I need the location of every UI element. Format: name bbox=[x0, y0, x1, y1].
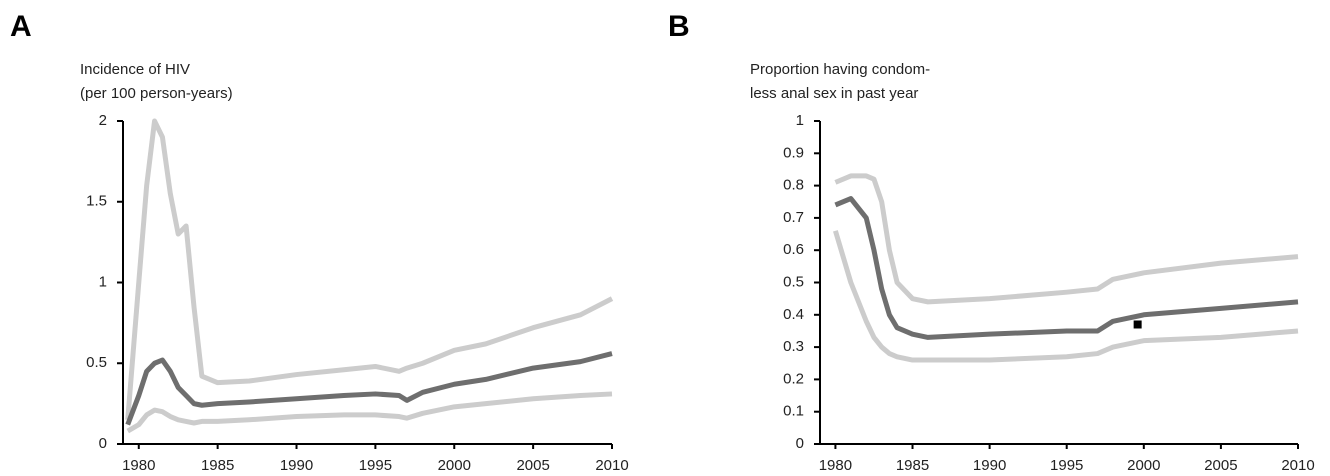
y-tick-label: 0 bbox=[796, 435, 804, 452]
y-tick-label: 0.9 bbox=[783, 144, 804, 161]
line bbox=[833, 230, 1299, 363]
y-tick-label: 0.7 bbox=[783, 209, 804, 226]
x-tick-label: 1985 bbox=[201, 457, 234, 474]
y-tick-label: 1 bbox=[796, 112, 804, 129]
x-tick-label: 2000 bbox=[438, 457, 471, 474]
line bbox=[125, 118, 614, 420]
x-tick-label: 1980 bbox=[819, 457, 852, 474]
y-tick-label: 1.5 bbox=[86, 193, 107, 210]
x-tick-label: 1995 bbox=[1050, 457, 1083, 474]
line bbox=[834, 173, 1299, 305]
y-tick-label: 0.5 bbox=[86, 354, 107, 371]
y-tick-label: 0.2 bbox=[783, 370, 804, 387]
x-tick-label: 2000 bbox=[1127, 457, 1160, 474]
line bbox=[125, 351, 613, 426]
x-tick-label: 1985 bbox=[896, 457, 929, 474]
y-tick-label: 0.3 bbox=[783, 338, 804, 355]
y-tick-label: 0.8 bbox=[783, 177, 804, 194]
data-point bbox=[1133, 320, 1142, 329]
y-tick-label: 2 bbox=[99, 112, 107, 129]
x-tick-label: 1990 bbox=[280, 457, 313, 474]
x-tick-label: 1980 bbox=[122, 457, 155, 474]
y-tick-label: 0 bbox=[99, 435, 107, 452]
panel-label: B bbox=[668, 10, 690, 43]
y-tick-label: 0.6 bbox=[783, 241, 804, 258]
y-axis-label: (per 100 person-years) bbox=[80, 85, 233, 102]
x-tick-label: 1995 bbox=[359, 457, 392, 474]
x-tick-label: 1990 bbox=[973, 457, 1006, 474]
x-tick-label: 2010 bbox=[595, 457, 628, 474]
y-tick-label: 0.1 bbox=[783, 403, 804, 420]
y-tick-label: 1 bbox=[99, 273, 107, 290]
y-tick-label: 0.4 bbox=[783, 306, 804, 323]
y-tick-label: 0.5 bbox=[783, 273, 804, 290]
panel-label: A bbox=[10, 10, 32, 43]
y-axis-label: less anal sex in past year bbox=[750, 85, 918, 102]
x-tick-label: 2010 bbox=[1281, 457, 1314, 474]
x-tick-label: 2005 bbox=[1204, 457, 1237, 474]
y-axis-label: Proportion having condom- bbox=[750, 61, 930, 78]
line bbox=[126, 391, 613, 434]
line bbox=[834, 196, 1299, 340]
y-axis-label: Incidence of HIV bbox=[80, 61, 190, 78]
x-tick-label: 2005 bbox=[516, 457, 549, 474]
